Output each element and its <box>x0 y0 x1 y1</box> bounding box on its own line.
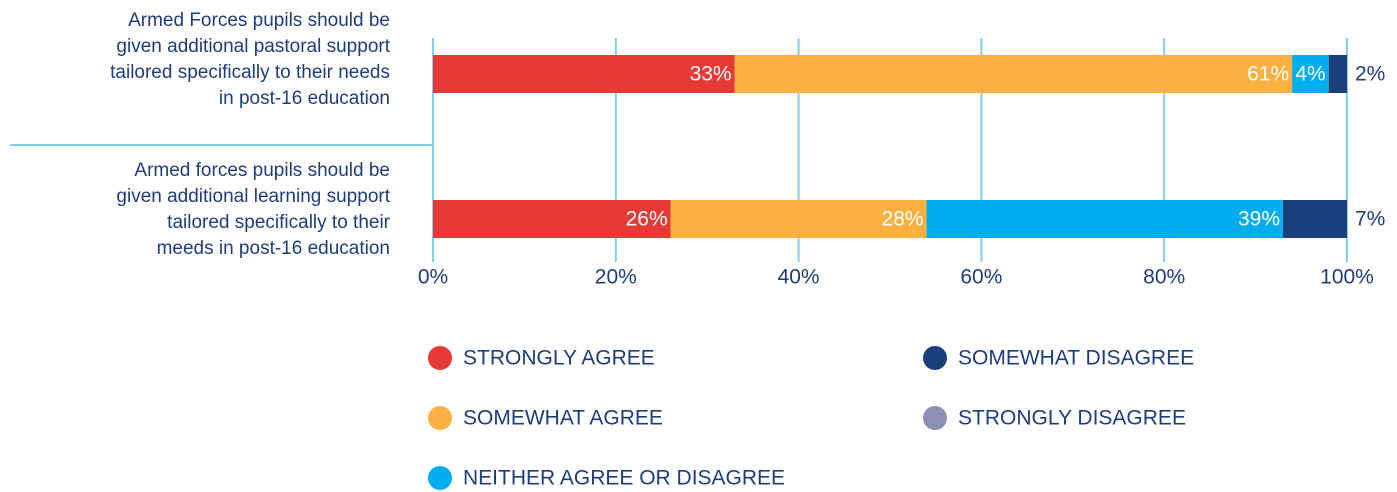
data-label: 4% <box>1295 63 1325 86</box>
x-tick-label: 40% <box>778 266 820 289</box>
data-label: 26% <box>626 208 668 231</box>
bar-segment <box>734 55 1293 93</box>
category-label: Armed forces pupils should be given addi… <box>116 160 390 259</box>
data-label: 61% <box>1247 63 1289 86</box>
x-tick-label: 80% <box>1143 266 1185 289</box>
x-tick-label: 100% <box>1320 266 1374 289</box>
legend-swatch <box>428 466 452 490</box>
bar-segment <box>670 200 927 238</box>
legend-label: SOMEWHAT DISAGREE <box>958 347 1194 370</box>
x-tick-label: 20% <box>595 266 637 289</box>
legend-label: STRONGLY DISAGREE <box>958 407 1186 430</box>
legend-label: STRONGLY AGREE <box>463 347 655 370</box>
x-tick-label: 60% <box>960 266 1002 289</box>
legend-swatch <box>428 346 452 370</box>
bar-segment <box>1283 200 1347 238</box>
legend-label: NEITHER AGREE OR DISAGREE <box>463 467 785 490</box>
bar-segment <box>1328 55 1347 93</box>
x-tick-label: 0% <box>418 266 448 289</box>
category-label: Armed Forces pupils should be given addi… <box>110 10 390 109</box>
data-label: 33% <box>690 63 732 86</box>
data-label: 39% <box>1238 208 1280 231</box>
legend-label: SOMEWHAT AGREE <box>463 407 663 430</box>
bar-segment <box>433 55 735 93</box>
bar-segment <box>926 200 1284 238</box>
data-label: 2% <box>1355 63 1385 86</box>
bar-segment <box>1292 55 1329 93</box>
data-label: 7% <box>1355 208 1385 231</box>
legend-swatch <box>428 406 452 430</box>
legend-swatch <box>923 406 947 430</box>
legend-swatch <box>923 346 947 370</box>
data-label: 28% <box>882 208 924 231</box>
bar-segment <box>433 200 671 238</box>
